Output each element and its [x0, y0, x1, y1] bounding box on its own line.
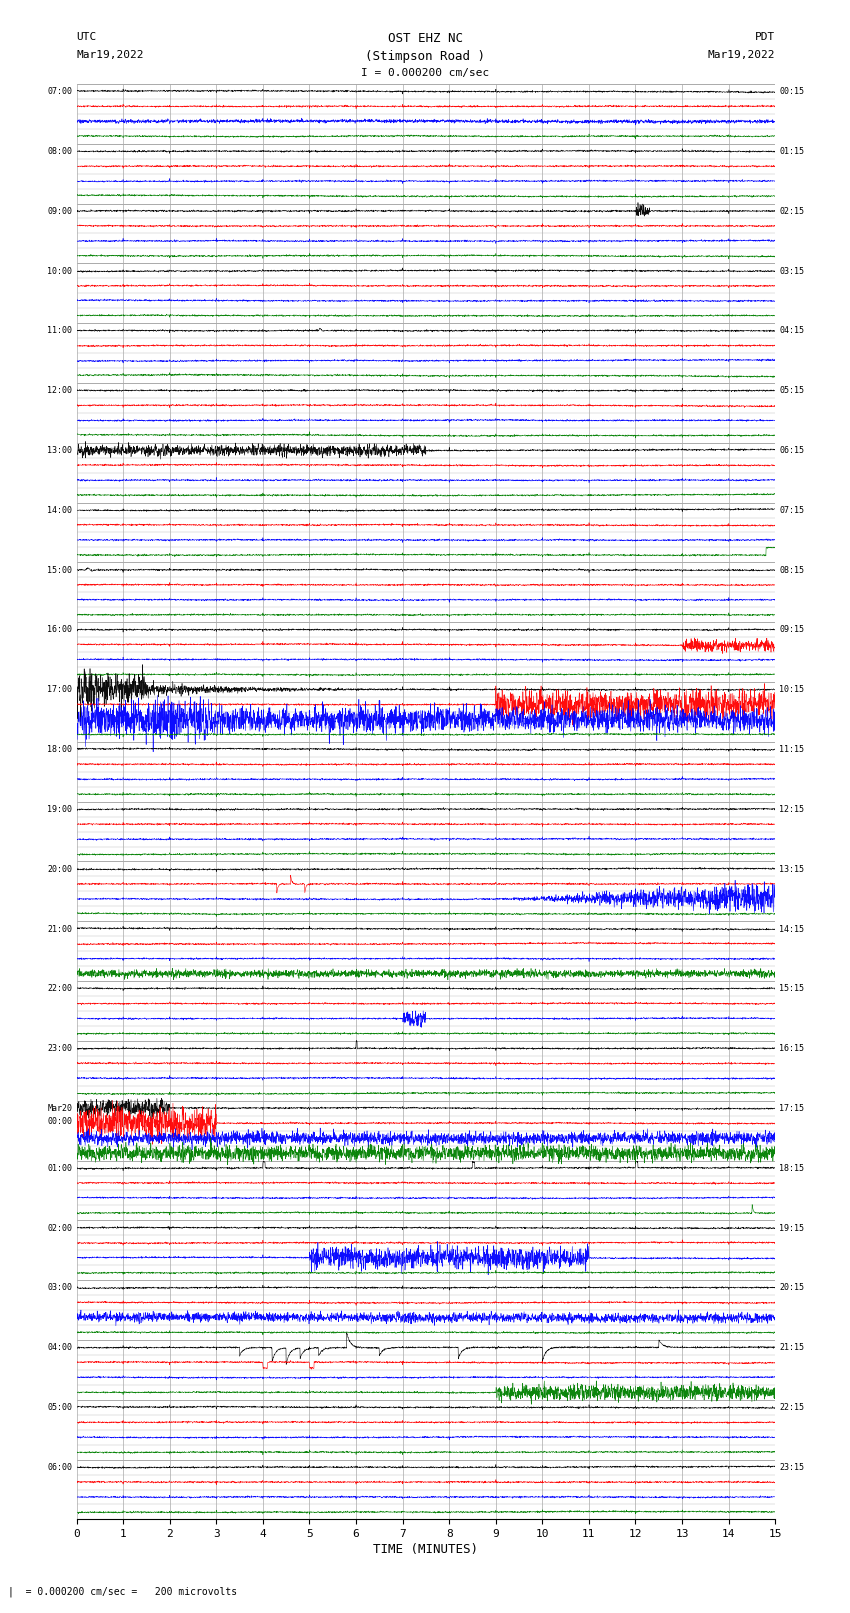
Text: 13:00: 13:00 [48, 447, 72, 455]
Text: 16:15: 16:15 [779, 1044, 804, 1053]
Text: 07:15: 07:15 [779, 506, 804, 515]
Text: 20:15: 20:15 [779, 1284, 804, 1292]
Text: UTC: UTC [76, 32, 97, 42]
Text: 12:00: 12:00 [48, 386, 72, 395]
Text: 19:00: 19:00 [48, 805, 72, 815]
Text: 14:15: 14:15 [779, 924, 804, 934]
Text: 19:15: 19:15 [779, 1224, 804, 1232]
Text: 08:15: 08:15 [779, 566, 804, 574]
Text: 16:00: 16:00 [48, 626, 72, 634]
Text: 06:00: 06:00 [48, 1463, 72, 1471]
Text: 12:15: 12:15 [779, 805, 804, 815]
Text: 10:00: 10:00 [48, 266, 72, 276]
Text: 00:00: 00:00 [48, 1116, 72, 1126]
Text: 03:15: 03:15 [779, 266, 804, 276]
Text: 21:00: 21:00 [48, 924, 72, 934]
Text: OST EHZ NC: OST EHZ NC [388, 32, 462, 45]
Text: 05:15: 05:15 [779, 386, 804, 395]
Text: 09:15: 09:15 [779, 626, 804, 634]
Text: 22:15: 22:15 [779, 1403, 804, 1411]
Text: 18:15: 18:15 [779, 1165, 804, 1173]
Text: 09:00: 09:00 [48, 206, 72, 216]
Text: Mar19,2022: Mar19,2022 [76, 50, 144, 60]
Text: 10:15: 10:15 [779, 686, 804, 694]
Text: 08:00: 08:00 [48, 147, 72, 156]
X-axis label: TIME (MINUTES): TIME (MINUTES) [373, 1544, 479, 1557]
Text: 22:00: 22:00 [48, 984, 72, 994]
Text: 04:00: 04:00 [48, 1344, 72, 1352]
Text: 15:00: 15:00 [48, 566, 72, 574]
Text: 01:00: 01:00 [48, 1165, 72, 1173]
Text: (Stimpson Road ): (Stimpson Road ) [365, 50, 485, 63]
Text: 00:15: 00:15 [779, 87, 804, 97]
Text: 06:15: 06:15 [779, 447, 804, 455]
Text: 23:00: 23:00 [48, 1044, 72, 1053]
Text: PDT: PDT [755, 32, 775, 42]
Text: 13:15: 13:15 [779, 865, 804, 874]
Text: 21:15: 21:15 [779, 1344, 804, 1352]
Text: I = 0.000200 cm/sec: I = 0.000200 cm/sec [361, 68, 489, 77]
Text: 02:00: 02:00 [48, 1224, 72, 1232]
Text: 17:15: 17:15 [779, 1103, 804, 1113]
Text: 18:00: 18:00 [48, 745, 72, 753]
Text: 04:15: 04:15 [779, 326, 804, 336]
Text: 20:00: 20:00 [48, 865, 72, 874]
Text: 17:00: 17:00 [48, 686, 72, 694]
Text: 05:00: 05:00 [48, 1403, 72, 1411]
Text: 14:00: 14:00 [48, 506, 72, 515]
Text: 11:00: 11:00 [48, 326, 72, 336]
Text: Mar19,2022: Mar19,2022 [708, 50, 775, 60]
Text: 15:15: 15:15 [779, 984, 804, 994]
Text: 11:15: 11:15 [779, 745, 804, 753]
Text: 07:00: 07:00 [48, 87, 72, 97]
Text: 02:15: 02:15 [779, 206, 804, 216]
Text: |  = 0.000200 cm/sec =   200 microvolts: | = 0.000200 cm/sec = 200 microvolts [8, 1586, 238, 1597]
Text: 03:00: 03:00 [48, 1284, 72, 1292]
Text: 01:15: 01:15 [779, 147, 804, 156]
Text: 23:15: 23:15 [779, 1463, 804, 1471]
Text: Mar20: Mar20 [48, 1103, 72, 1113]
